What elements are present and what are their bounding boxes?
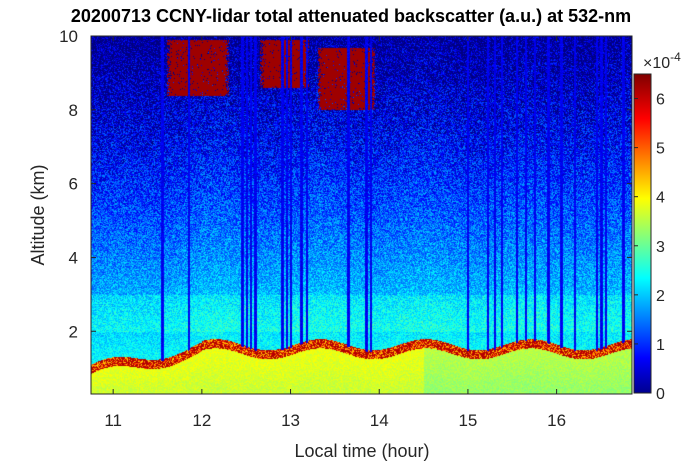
colorbar-ticks: 0 1 2 3 4 5 6	[634, 92, 665, 403]
y-tick-label: 6	[69, 175, 78, 194]
colorbar-tick-label: 5	[656, 141, 665, 158]
y-tick-label: 10	[59, 27, 78, 46]
plot-area	[91, 36, 632, 394]
backscatter-heatmap	[91, 36, 632, 394]
x-tick-label: 11	[104, 411, 122, 430]
chart-title: 20200713 CCNY-lidar total attenuated bac…	[71, 6, 631, 26]
y-tick-label: 4	[69, 248, 78, 267]
x-axis-label: Local time (hour)	[294, 441, 429, 461]
colorbar-tick-label: 2	[656, 288, 665, 305]
colorbar-frame	[633, 73, 652, 394]
plot-frame	[90, 35, 633, 395]
x-axis: 11 12 13 14 15 16	[104, 36, 566, 430]
x-tick-label: 15	[458, 411, 477, 430]
x-tick-label: 13	[281, 411, 300, 430]
colorbar	[634, 74, 651, 393]
colorbar-tick-label: 6	[656, 92, 665, 109]
colorbar-tick-label: 1	[656, 337, 665, 354]
colorbar-tick-label: 4	[656, 190, 665, 207]
colorbar-tick-label: 0	[656, 386, 665, 403]
y-tick-label: 8	[69, 101, 78, 120]
x-tick-label: 12	[192, 411, 211, 430]
y-tick-label: 2	[69, 322, 78, 341]
x-tick-label: 16	[547, 411, 566, 430]
y-axis-label: Altitude (km)	[28, 164, 48, 265]
y-axis: 2 4 6 8 10	[59, 27, 632, 341]
x-tick-label: 14	[370, 411, 389, 430]
colorbar-exponent: ×10-4	[643, 50, 681, 72]
colorbar-tick-label: 3	[656, 239, 665, 256]
